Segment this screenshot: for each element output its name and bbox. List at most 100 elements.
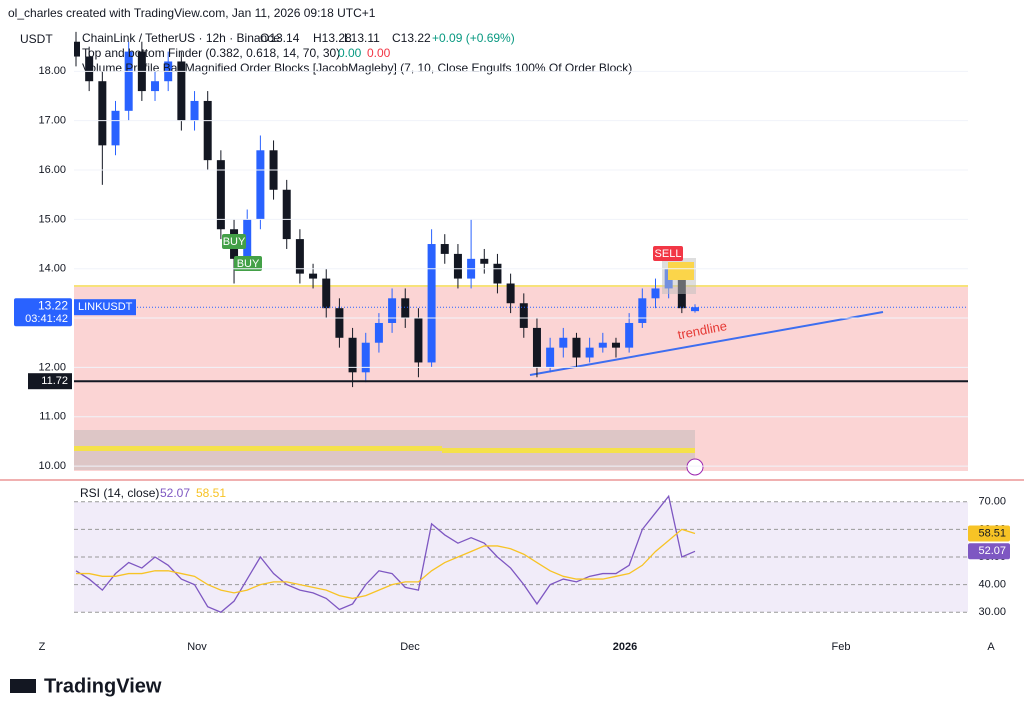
sell-badge [653, 246, 683, 261]
volume-bar [74, 446, 442, 451]
candle-body [493, 263, 502, 284]
candle-body [124, 51, 133, 111]
candle-body [282, 189, 291, 240]
candle-body [506, 283, 515, 304]
y-tick-label: 18.00 [38, 65, 66, 77]
y-tick-label: 16.00 [38, 164, 66, 176]
candle-body [453, 253, 462, 279]
candle-body [519, 303, 528, 328]
candle-body [414, 318, 423, 363]
y-tick-label: 15.00 [38, 213, 66, 225]
logo: TradingView [44, 675, 162, 697]
level-tag [28, 373, 72, 390]
candle-body [598, 342, 607, 348]
rsi-tick-label: 30.00 [978, 606, 1006, 618]
y-tick-label: 11.00 [39, 411, 66, 423]
rsi-legend-value: 52.07 [160, 486, 190, 500]
auto-button[interactable]: A [987, 641, 995, 653]
rsi-line [75, 494, 696, 613]
change: +0.09 (+0.69%) [432, 31, 515, 45]
price-tag [14, 298, 72, 327]
ohlc-value: O13.14 [260, 31, 300, 45]
countdown: 03:41:42 [25, 313, 68, 325]
rsi-legend-value: 58.51 [196, 486, 226, 500]
candle-body [480, 258, 489, 264]
candle-body [638, 298, 647, 323]
last-price-label: 13.22 [38, 298, 68, 312]
rsi-tick-label: 70.00 [978, 496, 1006, 508]
x-label: Nov [187, 641, 207, 653]
credit: ol_charles created with TradingView.com,… [8, 6, 376, 20]
candle-body [401, 298, 410, 319]
sell-label: SELL [655, 248, 682, 260]
candle-body [348, 337, 357, 373]
ohlc-value: L13.11 [344, 31, 380, 45]
candle-body [651, 288, 660, 299]
buy-badge [234, 256, 262, 271]
candle-body [572, 337, 581, 358]
buy-label: BUY [223, 236, 246, 248]
rsi-tick-label: 40.00 [978, 579, 1006, 591]
candle-body [243, 219, 252, 259]
buy-label: BUY [237, 258, 260, 270]
candle-body [559, 337, 568, 348]
candle-body [546, 347, 555, 368]
rsi-title: RSI (14, close) [80, 486, 159, 500]
candle-body [322, 278, 331, 309]
candle-body [256, 150, 265, 220]
symbol-label: LINKUSDT [78, 301, 133, 313]
candle-body [203, 100, 212, 161]
logo-mark [10, 679, 36, 693]
candle-body [98, 81, 107, 146]
buy-badge [222, 234, 246, 249]
x-label: 2026 [613, 641, 637, 653]
y-tick-label: 10.00 [38, 460, 66, 472]
trendline [529, 311, 884, 376]
ohlc-value: C13.22 [392, 31, 431, 45]
candle-body [440, 244, 449, 254]
candle-body [625, 322, 634, 348]
candle-body [309, 273, 318, 279]
symbol-tag [74, 299, 136, 316]
candle-body [361, 342, 370, 373]
y-tick-label: 17.00 [38, 115, 66, 127]
candle-body [532, 327, 541, 368]
y-tick-label: 12.00 [38, 361, 66, 373]
candle-body [611, 342, 620, 348]
candle-body [388, 298, 397, 323]
indicator-value: 0.00 [367, 46, 391, 60]
x-label: Dec [400, 641, 420, 653]
candle-body [427, 244, 436, 363]
candle-body [295, 239, 304, 274]
indicator-name: Top and bottom Finder (0.382, 0.618, 14,… [82, 46, 340, 60]
signal-arrow [668, 262, 694, 280]
candle-body [111, 110, 120, 146]
ohlc-value: H13.28 [313, 31, 352, 45]
rsi-value-label: 52.07 [978, 545, 1006, 557]
candle-body [85, 56, 94, 82]
candle-body [216, 160, 225, 230]
alert-icon[interactable] [686, 458, 704, 476]
y-unit: USDT [20, 32, 53, 46]
indicator-value: 0.00 [338, 46, 362, 60]
rsi-value-label: 58.51 [978, 527, 1006, 539]
rsi-value-tag [968, 543, 1010, 560]
candle-body [177, 61, 186, 121]
timezone-button[interactable]: Z [39, 641, 46, 653]
y-tick-label: 14.00 [38, 263, 66, 275]
rsi-value-tag [968, 525, 1010, 542]
volume-bar [442, 448, 695, 453]
candle-body [691, 307, 699, 312]
x-label: Feb [832, 641, 851, 653]
symbol-title: ChainLink / TetherUS · 12h · Binance [82, 31, 280, 45]
candle-body [190, 100, 199, 121]
indicator-name: Volume Profile Bar Magnified Order Block… [82, 61, 632, 75]
candle-body [151, 81, 160, 92]
rsi-line [76, 528, 696, 600]
candle-body [335, 308, 344, 338]
candle-body [585, 347, 594, 358]
candle-body [74, 41, 80, 57]
level-label: 11.72 [41, 375, 68, 387]
candle-body [374, 322, 383, 343]
